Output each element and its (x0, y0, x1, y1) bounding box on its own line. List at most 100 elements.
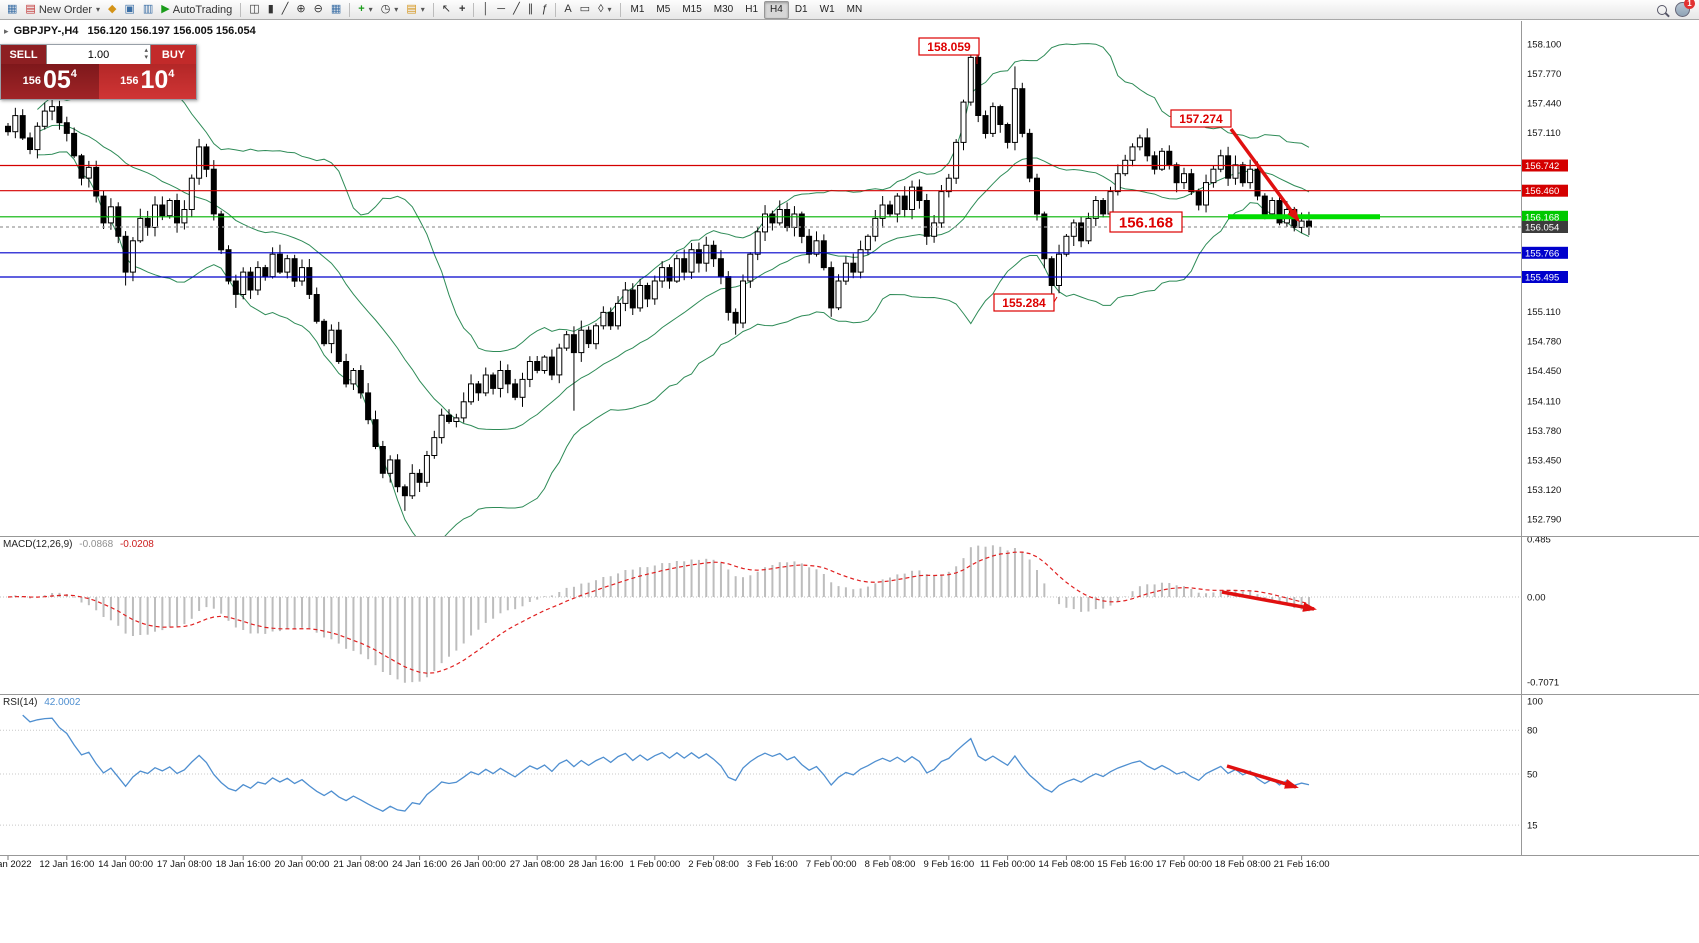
metaquotes-button[interactable]: ◆ (104, 0, 120, 19)
charts-button[interactable]: ▥ (139, 0, 157, 19)
symbol-marker-icon: ▸ (4, 26, 9, 36)
tile-windows-button[interactable]: ▦ (327, 0, 345, 19)
trendline-icon: ╱ (513, 3, 520, 15)
horizontal-line-tool-button[interactable]: ─ (493, 0, 509, 19)
timeframe-h1-button[interactable]: H1 (745, 4, 759, 15)
label-tool-button[interactable]: ▭ (576, 0, 594, 19)
candlestick-chart-button[interactable]: ▮ (264, 0, 278, 19)
search-icon[interactable] (1657, 4, 1667, 15)
cursor-icon: ↖ (441, 3, 451, 15)
indicators-button[interactable]: + ▾ (354, 0, 376, 19)
toolbar-separator (432, 2, 434, 17)
timeframe-m5-button[interactable]: M5 (656, 4, 671, 15)
text-tool-icon: A (564, 3, 572, 15)
window-glyph: ▦ (7, 3, 18, 15)
charts-icon: ▥ (142, 3, 154, 15)
price-tag-text: 155.495 (1525, 273, 1559, 284)
periods-button[interactable]: ◷ ▾ (377, 0, 403, 19)
window-icon[interactable]: ▦ (3, 0, 21, 19)
macd-main-value: -0.0868 (79, 539, 114, 550)
sell-button[interactable]: SELL (1, 45, 46, 64)
profile-icon[interactable]: 1 (1675, 0, 1695, 17)
bollinger-upper (37, 43, 1310, 352)
macd-signal-line (7, 551, 1310, 674)
time-axis-label: 8 Feb 08:00 (865, 859, 916, 870)
buy-price-button[interactable]: 156 10 4 (98, 64, 196, 99)
time-axis-label: 14 Feb 08:00 (1038, 859, 1094, 870)
macd-axis-tick: 0.485 (1527, 534, 1551, 545)
time-axis-label: 20 Jan 00:00 (275, 859, 330, 870)
trade-panel-price-row: 156 05 4 156 10 4 (1, 64, 196, 99)
vertical-line-tool-button[interactable]: │ (478, 0, 493, 19)
svg-text:155.284: 155.284 (1002, 296, 1046, 310)
price-axis-tick: 153.780 (1527, 426, 1561, 437)
fibonacci-tool-button[interactable]: ƒ (537, 0, 551, 19)
price-tag (1522, 221, 1568, 233)
annotation-157.274[interactable]: 157.274 (1170, 109, 1232, 128)
cursor-tool-button[interactable]: ↖ (438, 0, 455, 19)
timeframe-m1-button[interactable]: M1 (630, 4, 645, 15)
price-tag (1522, 271, 1568, 283)
bar-chart-button[interactable]: ◫ (245, 0, 263, 19)
autotrading-label: AutoTrading (172, 3, 233, 16)
trend-arrow[interactable] (1221, 590, 1317, 612)
time-axis-label: 3 Feb 16:00 (747, 859, 798, 870)
price-axis-tick: 157.440 (1527, 99, 1561, 110)
periods-clock-icon: ◷ (380, 3, 391, 15)
price-axis-tick: 158.100 (1527, 40, 1561, 51)
channel-tool-button[interactable]: ∥ (524, 0, 538, 19)
buy-button[interactable]: BUY (151, 45, 196, 64)
text-tool-button[interactable]: A (560, 0, 575, 19)
rsi-line (22, 714, 1310, 812)
trend-arrow[interactable] (1226, 764, 1299, 789)
bollinger-lower (37, 151, 1310, 536)
crosshair-tool-button[interactable]: + (455, 0, 469, 19)
price-tag (1522, 159, 1568, 172)
chevron-down-icon: ▾ (96, 5, 101, 14)
timeframe-h4-button[interactable]: H4 (764, 0, 789, 19)
vertical-line-icon: │ (482, 3, 490, 15)
price-axis-tick: 157.110 (1527, 128, 1561, 139)
new-order-label: New Order (38, 3, 92, 16)
experts-button[interactable]: ▣ (120, 0, 138, 19)
symbol-name: GBPJPY-,H4 (13, 25, 79, 37)
tile-windows-icon: ▦ (330, 3, 342, 15)
line-chart-button[interactable]: ╱ (278, 0, 293, 19)
chevron-down-icon: ▾ (368, 5, 373, 14)
rsi-axis-tick: 15 (1527, 821, 1538, 832)
shapes-tool-button[interactable]: ◊ ▾ (594, 0, 615, 19)
timeframe-m30-button[interactable]: M30 (713, 4, 734, 15)
volume-stepper[interactable]: ▴ ▾ (144, 47, 148, 61)
templates-button[interactable]: ▤ ▾ (402, 0, 428, 19)
svg-text:158.059: 158.059 (927, 40, 971, 54)
time-axis-label: 9 Feb 16:00 (923, 859, 974, 870)
timeframe-mn-button[interactable]: MN (846, 4, 863, 15)
svg-text:156.168: 156.168 (1119, 214, 1173, 231)
new-order-button[interactable]: ▤ New Order ▾ (21, 0, 104, 19)
timeframe-d1-button[interactable]: D1 (794, 4, 808, 15)
buy-price-big: 10 (140, 66, 169, 94)
time-axis-label: 12 Jan 16:00 (39, 859, 94, 870)
rsi-name: RSI(14) (3, 697, 38, 708)
trend-arrow[interactable] (1229, 127, 1300, 223)
experts-icon: ▣ (124, 3, 135, 15)
price-tag-text: 156.168 (1525, 212, 1559, 223)
volume-down-icon[interactable]: ▾ (144, 54, 148, 61)
time-axis-label: 26 Jan 00:00 (451, 859, 506, 870)
trendline-tool-button[interactable]: ╱ (509, 0, 524, 19)
sell-price-button[interactable]: 156 05 4 (1, 64, 99, 99)
volume-up-icon[interactable]: ▴ (144, 47, 148, 54)
timeframe-m15-button[interactable]: M15 (682, 4, 702, 15)
metaquotes-icon: ◆ (108, 3, 117, 15)
rsi-axis-tick: 100 (1527, 697, 1543, 708)
annotation-158.059[interactable]: 158.059 (918, 37, 980, 64)
zoom-out-button[interactable]: ⊖ (310, 0, 327, 19)
annotation-155.284[interactable]: 155.284 (993, 293, 1058, 312)
buy-price-prefix: 156 (120, 75, 139, 87)
bollinger-bands (37, 43, 1310, 536)
autotrading-button[interactable]: ▶ AutoTrading (157, 0, 236, 19)
annotation-156.168[interactable]: 156.168 (1109, 211, 1183, 233)
timeframe-w1-button[interactable]: W1 (819, 4, 835, 15)
volume-input[interactable]: 1.00 ▴ ▾ (46, 45, 151, 64)
zoom-in-button[interactable]: ⊕ (292, 0, 309, 19)
